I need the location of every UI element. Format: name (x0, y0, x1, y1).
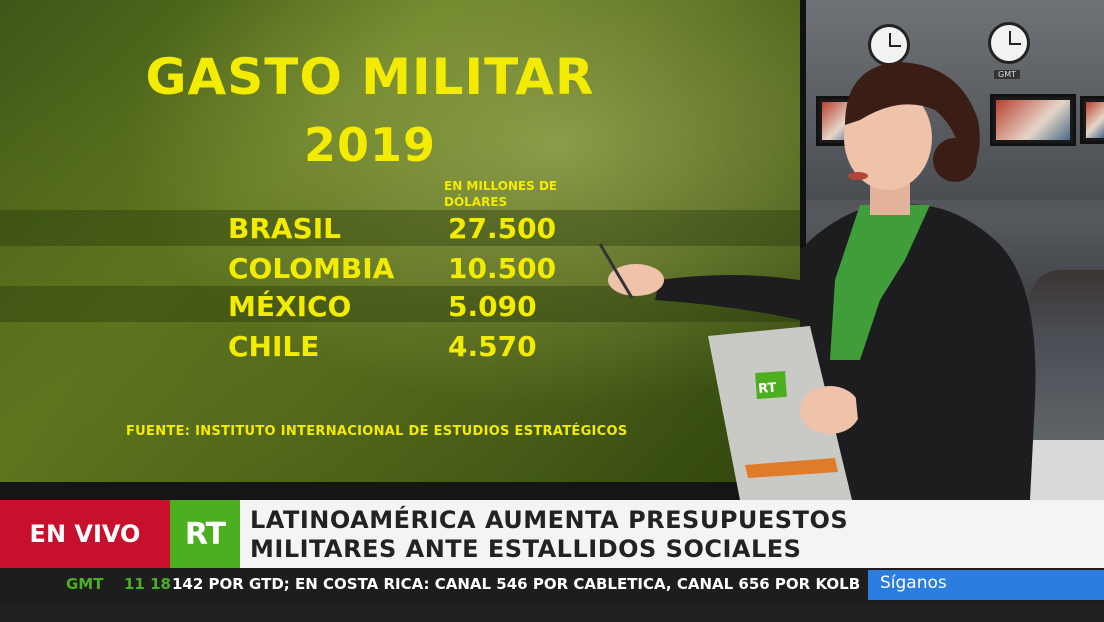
studio-monitor (816, 96, 862, 146)
studio-monitor (1080, 96, 1104, 144)
studio-monitor (990, 94, 1076, 146)
row-country: CHILE (228, 330, 320, 363)
video-wall-frame (0, 482, 806, 500)
headline-line-2: MILITARES ANTE ESTALLIDOS SOCIALES (250, 535, 802, 563)
studio-desk (1020, 440, 1104, 500)
ticker-text: 142 POR GTD; EN COSTA RICA: CANAL 546 PO… (172, 575, 861, 593)
row-country: BRASIL (228, 212, 341, 245)
live-badge: EN VIVO (0, 500, 170, 568)
row-country: COLOMBIA (228, 252, 395, 285)
background-person (1030, 270, 1104, 440)
clock-icon (868, 24, 910, 66)
graphic-title: GASTO MILITAR (145, 48, 595, 106)
row-value: 10.500 (448, 252, 557, 285)
clock-label: GMT (994, 70, 1020, 79)
headline-caption: LATINOAMÉRICA AUMENTA PRESUPUESTOS MILIT… (240, 500, 1104, 568)
video-wall-graphic: GASTO MILITAR 2019 EN MILLONES DE DÓLARE… (0, 0, 806, 482)
row-value: 5.090 (448, 290, 537, 323)
follow-us-banner: Síganos (868, 570, 1104, 600)
clock-icon (988, 22, 1030, 64)
graphic-source: FUENTE: INSTITUTO INTERNACIONAL DE ESTUD… (126, 424, 628, 439)
rt-logo: RT (170, 500, 240, 568)
row-value: 4.570 (448, 330, 537, 363)
rt-logo-text: RT (184, 516, 226, 552)
ticker-time: 11 18 (124, 575, 171, 593)
row-country: MÉXICO (228, 290, 352, 323)
headline-line-1: LATINOAMÉRICA AUMENTA PRESUPUESTOS (250, 506, 849, 534)
graphic-units: EN MILLONES DE DÓLARES (444, 179, 558, 209)
graphic-year: 2019 (303, 118, 437, 172)
ticker-timezone: GMT (66, 575, 104, 593)
bottom-strip (0, 602, 1104, 622)
row-value: 27.500 (448, 212, 557, 245)
